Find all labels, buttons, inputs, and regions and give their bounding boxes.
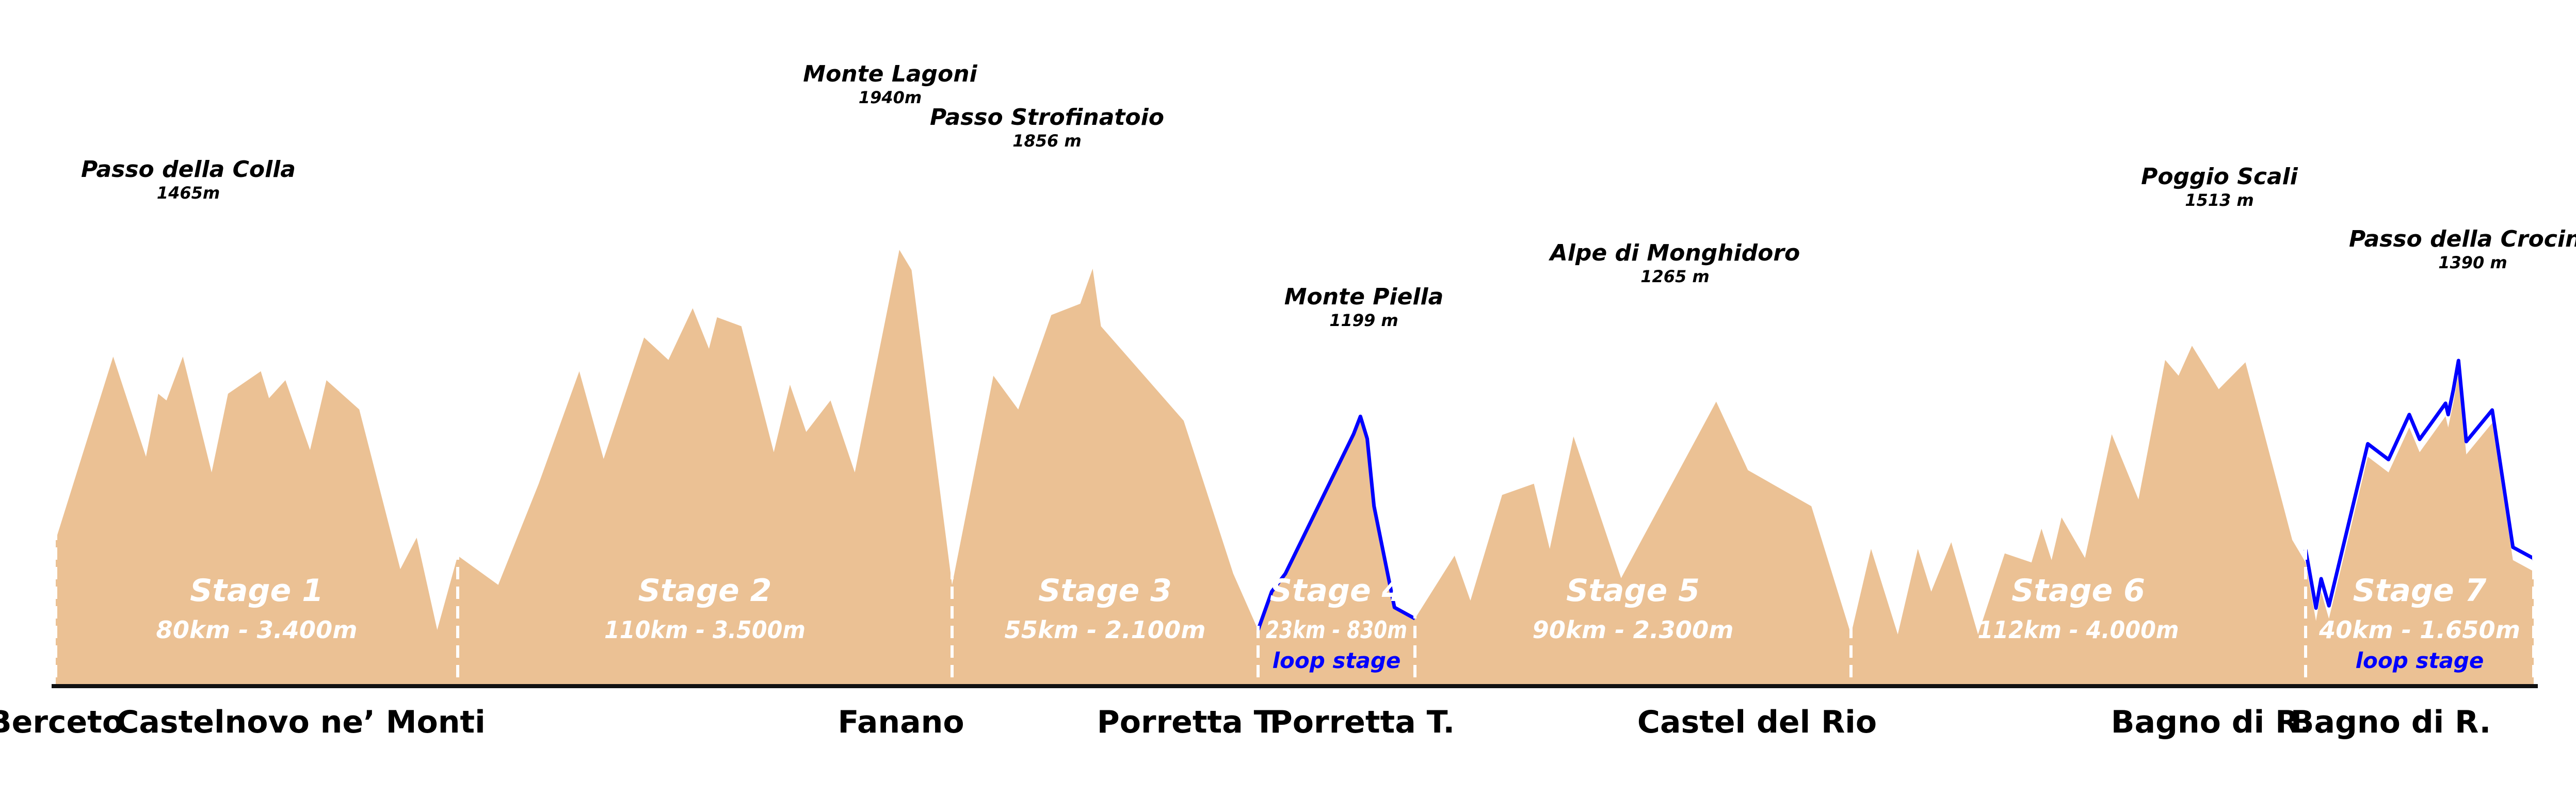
stage-7-profile-area: [2306, 373, 2534, 686]
peak-elevation-4: 1199 m: [1329, 311, 1398, 330]
stage-1-profile-area: [56, 356, 458, 686]
peak-name-4: Monte Piella: [1284, 284, 1444, 310]
stage-4-loop-line: [1256, 414, 1416, 631]
town-label-3: Fanano: [838, 704, 964, 740]
stage-2-profile-area: [458, 250, 952, 686]
peak-elevation-6: 1513 m: [2185, 190, 2254, 210]
stage-2-stats: 110km - 3.500m: [604, 616, 806, 644]
stage-4-name: Stage 4: [1270, 573, 1404, 609]
peak-name-2: Monte Lagoni: [803, 61, 977, 87]
town-label-8: Bagno di R.: [2291, 704, 2491, 740]
town-label-5: Porretta T.: [1270, 704, 1455, 740]
stage-1-name: Stage 1: [190, 573, 324, 609]
peak-name-3: Passo Strofinatoio: [930, 104, 1164, 131]
peak-elevation-7: 1390 m: [2438, 253, 2507, 272]
stage-6-stats: 112km - 4.000m: [1978, 616, 2179, 644]
stage-3-name: Stage 3: [1038, 573, 1172, 609]
peak-name-5: Alpe di Monghidoro: [1549, 240, 1800, 266]
stage-6-name: Stage 6: [2011, 573, 2145, 609]
town-label-6: Castel del Rio: [1637, 704, 1877, 740]
stage-3-profile-area: [952, 268, 1258, 686]
town-label-2: Castelnovo ne’ Monti: [116, 704, 485, 740]
stage-7-stats: 40km - 1.650m: [2319, 616, 2520, 644]
stage-4-loop-label: loop stage: [1273, 648, 1401, 673]
loop-stage-lines: [1256, 359, 2535, 631]
stage-7-loop-label: loop stage: [2356, 648, 2484, 673]
town-label-4: Porretta T.: [1097, 704, 1282, 740]
stage-4-profile-area: [1258, 416, 1415, 686]
stage-6-profile-area: [1851, 346, 2306, 686]
stage-5-name: Stage 5: [1566, 573, 1700, 609]
stage-5-stats: 90km - 2.300m: [1533, 616, 1734, 644]
peak-elevation-3: 1856 m: [1012, 131, 1082, 151]
profile-areas: [56, 250, 2534, 686]
stage-7-name: Stage 7: [2353, 573, 2487, 609]
stage-2-name: Stage 2: [638, 573, 772, 609]
stage-4-stats: 23km - 830m: [1266, 616, 1407, 644]
peak-elevation-5: 1265 m: [1640, 267, 1710, 286]
peak-name-7: Passo della Crocina: [2349, 226, 2576, 252]
stage-labels: Stage 1 80km - 3.400m Stage 2 110km - 3.500…: [156, 573, 2521, 673]
town-label-7: Bagno di R.: [2111, 704, 2312, 740]
stage-7-loop-line: [2304, 359, 2535, 610]
stage-dividers: [54, 508, 2535, 686]
peak-name-6: Poggio Scali: [2141, 164, 2298, 190]
peak-name-1: Passo della Colla: [81, 156, 296, 183]
stage-5-profile-area: [1415, 401, 1851, 686]
stage-1-stats: 80km - 3.400m: [156, 616, 358, 644]
peak-elevation-1: 1465m: [157, 183, 220, 203]
town-label-1: Berceto: [0, 704, 123, 740]
stage-3-stats: 55km - 2.100m: [1005, 616, 1206, 644]
peak-elevation-2: 1940m: [859, 88, 922, 107]
